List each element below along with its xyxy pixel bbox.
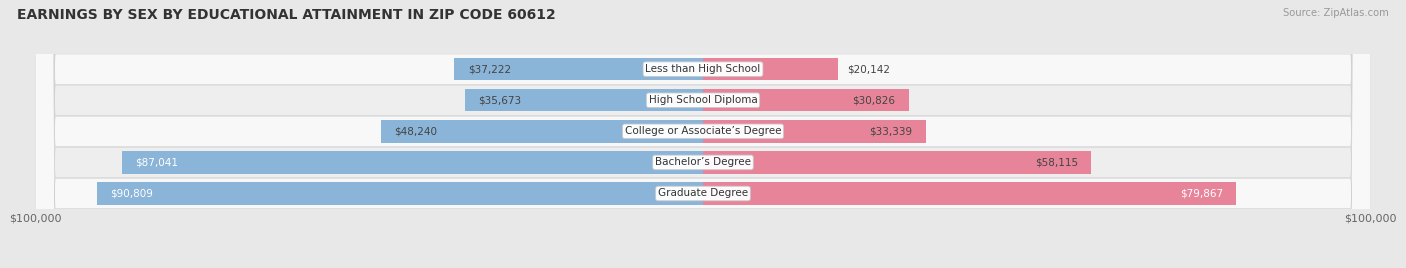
Bar	[381, 120, 703, 143]
Text: $87,041: $87,041	[135, 157, 179, 168]
Bar	[97, 182, 703, 205]
Text: $30,826: $30,826	[852, 95, 896, 105]
FancyBboxPatch shape	[35, 0, 1371, 268]
FancyBboxPatch shape	[35, 0, 1371, 268]
Legend: Male, Female: Male, Female	[647, 265, 759, 268]
Text: EARNINGS BY SEX BY EDUCATIONAL ATTAINMENT IN ZIP CODE 60612: EARNINGS BY SEX BY EDUCATIONAL ATTAINMEN…	[17, 8, 555, 22]
Text: $79,867: $79,867	[1180, 188, 1223, 199]
FancyBboxPatch shape	[35, 0, 1371, 268]
FancyBboxPatch shape	[35, 0, 1371, 268]
Bar	[454, 58, 703, 80]
Bar	[703, 182, 1236, 205]
Bar	[122, 151, 703, 174]
Bar	[703, 120, 925, 143]
Bar	[703, 151, 1091, 174]
Text: Bachelor’s Degree: Bachelor’s Degree	[655, 157, 751, 168]
Text: $20,142: $20,142	[848, 64, 890, 74]
Text: $58,115: $58,115	[1035, 157, 1078, 168]
Text: College or Associate’s Degree: College or Associate’s Degree	[624, 126, 782, 136]
Text: $37,222: $37,222	[468, 64, 510, 74]
Text: Source: ZipAtlas.com: Source: ZipAtlas.com	[1284, 8, 1389, 18]
Text: $35,673: $35,673	[478, 95, 522, 105]
Text: Less than High School: Less than High School	[645, 64, 761, 74]
FancyBboxPatch shape	[35, 0, 1371, 268]
Text: Graduate Degree: Graduate Degree	[658, 188, 748, 199]
Bar	[703, 58, 838, 80]
Bar	[703, 89, 908, 111]
Bar	[465, 89, 703, 111]
Text: $90,809: $90,809	[110, 188, 153, 199]
Text: High School Diploma: High School Diploma	[648, 95, 758, 105]
Text: $33,339: $33,339	[869, 126, 912, 136]
Text: $48,240: $48,240	[394, 126, 437, 136]
